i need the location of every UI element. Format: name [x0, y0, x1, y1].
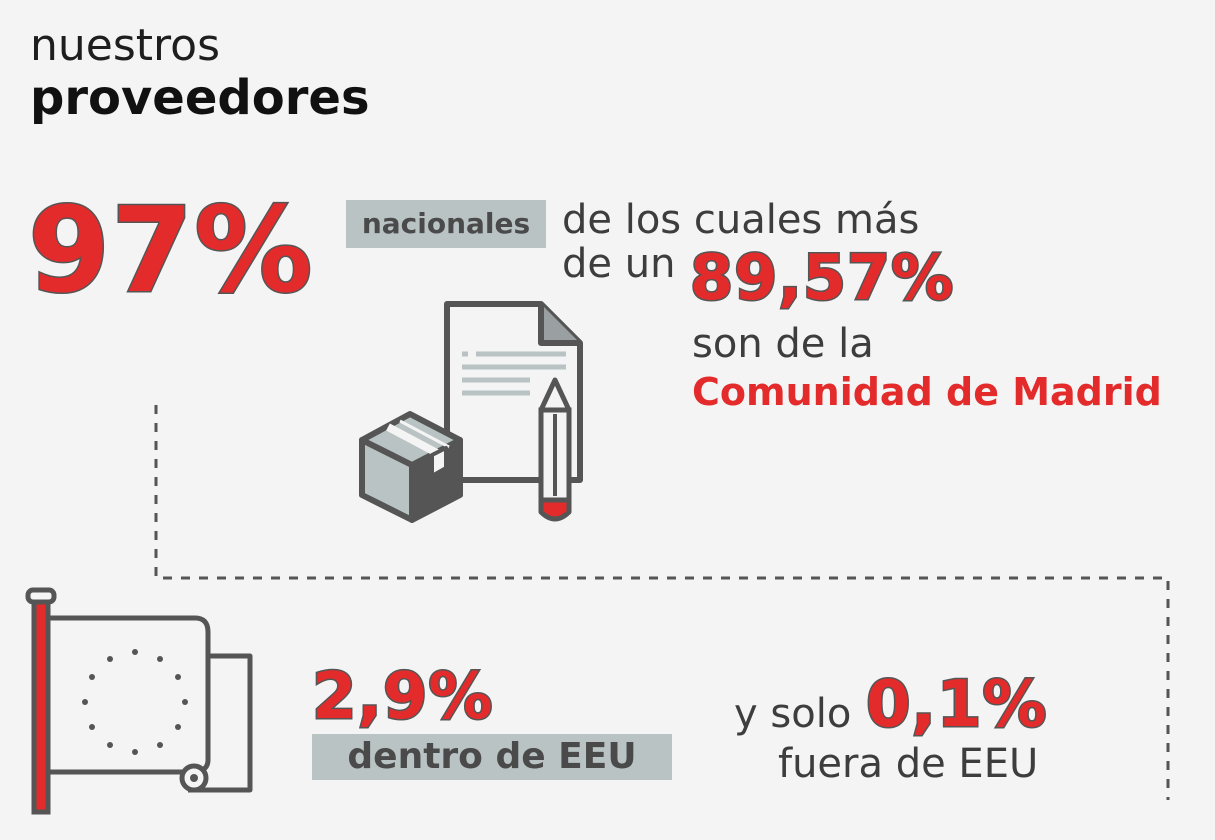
outside-label: fuera de EEU: [778, 741, 1039, 787]
outside-percent: 0,1%: [865, 667, 1048, 744]
national-percent: 97%: [26, 180, 314, 321]
box-icon: [359, 411, 463, 523]
national-text-line2: de un: [562, 241, 676, 287]
national-tag: nacionales: [346, 200, 546, 248]
outside-prefix: y solo: [734, 691, 852, 737]
national-text-line1: de los cuales más: [562, 197, 920, 243]
pencil-icon: [538, 377, 572, 522]
eu-tag: dentro de EEU: [312, 734, 672, 780]
eu-stars: [82, 649, 188, 755]
madrid-percent: 89,57%: [688, 240, 955, 316]
eu-percent: 2,9%: [311, 659, 494, 736]
national-text-line3: son de la: [692, 321, 874, 367]
title-line2: proveedores: [30, 70, 370, 126]
region-name: Comunidad de Madrid: [692, 370, 1162, 414]
eu-flag-icon: [25, 587, 253, 815]
title-line1: nuestros: [30, 20, 220, 71]
dashed-connector: [154, 405, 1170, 800]
